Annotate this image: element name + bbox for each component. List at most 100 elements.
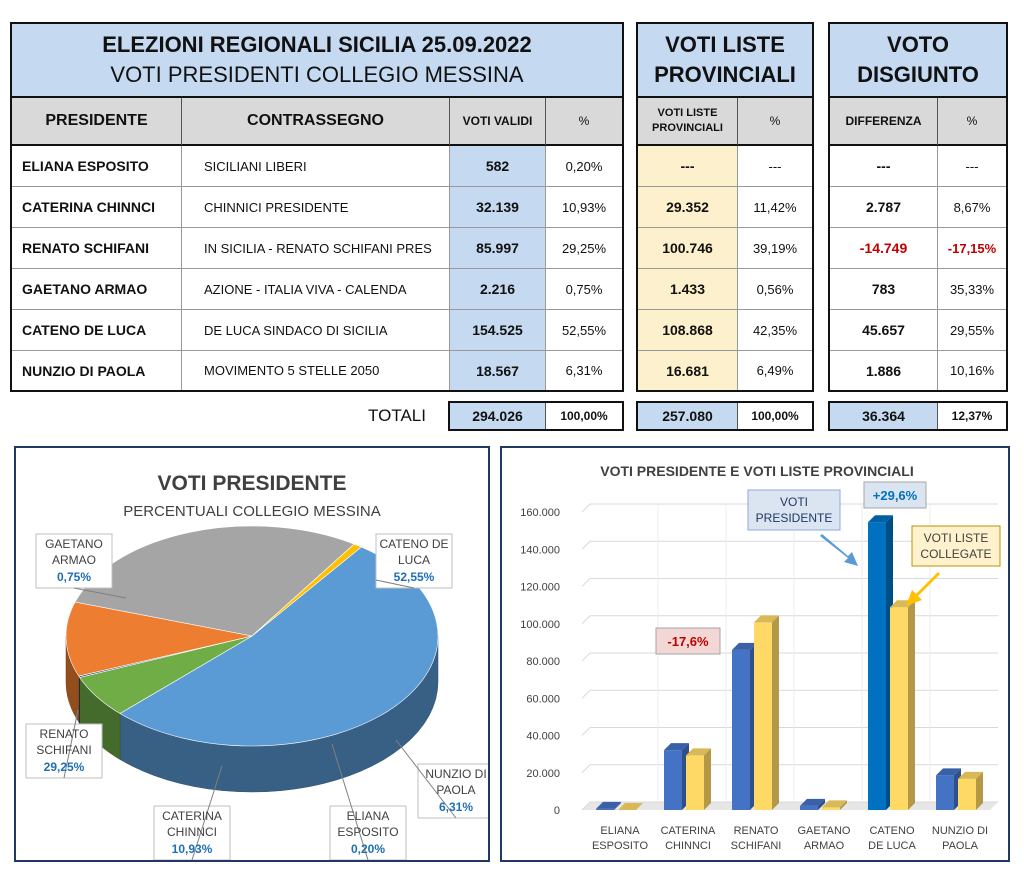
pie-data-label: CATENO DE LUCA 52,55% xyxy=(375,533,453,589)
bar-xtick-label: SCHIFANI xyxy=(731,840,782,852)
bar-voti-presidente-front xyxy=(936,775,954,810)
disgiunto-title-line1: VOTO xyxy=(887,32,949,57)
pie-label-name: NUNZIO DI xyxy=(425,767,486,781)
bar-voti-presidente-top xyxy=(800,798,825,806)
bar-voti-presidente-front xyxy=(732,649,750,810)
col-header-voti-liste: VOTI LISTE PROVINCIALI xyxy=(638,98,738,146)
bar-ytick-label: 40.000 xyxy=(526,731,560,743)
bar-xtick-label: ELIANA xyxy=(600,825,640,837)
bar-ytick-label: 160.000 xyxy=(520,507,560,519)
disgiunto-rows: --- --- 2.787 8,67% -14.749 -17,15% 783 35,33% 4… xyxy=(830,146,1006,390)
pie-subtitle: PERCENTUALI COLLEGIO MESSINA xyxy=(123,503,381,520)
bar-voti-presidente-side xyxy=(614,801,621,810)
bar-voti-presidente-front xyxy=(868,522,886,810)
row-voti-liste: 16.681 xyxy=(638,351,738,390)
pie-leader-line xyxy=(375,579,415,589)
bar-voti-liste-side xyxy=(976,771,983,810)
pie-label-name: RENATO xyxy=(40,727,89,741)
pie-data-label: CATERINA CHINNCI 10,93% xyxy=(153,765,231,861)
bar-voti-presidente xyxy=(732,642,757,810)
totals-label: TOTALI xyxy=(368,406,426,425)
bar-voti-liste-front xyxy=(890,607,908,810)
col-header-voti-liste-line1: VOTI LISTE xyxy=(657,107,718,119)
disgiunto-title-block: VOTO DISGIUNTO xyxy=(830,24,1006,98)
row-contrassegno: CHINNICI PRESIDENTE xyxy=(182,187,450,228)
col-header-diff-pct: % xyxy=(938,98,1006,146)
row-voti-liste: 29.352 xyxy=(638,187,738,228)
totals-disgiunto: 36.364 12,37% xyxy=(828,401,1008,431)
bar-chart-panel: VOTI PRESIDENTE E VOTI LISTE PROVINCIALI… xyxy=(500,446,1010,862)
bar-gridline-side xyxy=(581,652,591,662)
liste-title-line2: PROVINCIALI xyxy=(654,62,796,87)
bar-gridline-side xyxy=(581,615,591,625)
bar-voti-liste-side xyxy=(908,600,915,810)
row-presidente: RENATO SCHIFANI xyxy=(12,228,182,269)
bar-voti-liste xyxy=(822,800,847,810)
page-subtitle: VOTI PRESIDENTI COLLEGIO MESSINA xyxy=(110,62,524,87)
liste-table: VOTI LISTE PROVINCIALI VOTI LISTE PROVIN… xyxy=(636,22,814,392)
row-voti-validi: 85.997 xyxy=(450,228,546,269)
row-pct: 0,75% xyxy=(546,269,622,310)
total-liste-pct: 100,00% xyxy=(751,409,799,423)
row-differenza: 783 xyxy=(830,269,938,310)
bar-voti-presidente xyxy=(664,743,689,810)
pie-label-box xyxy=(153,805,231,861)
pie-label-name: ELIANA xyxy=(347,809,390,823)
row-voti-liste: 108.868 xyxy=(638,310,738,351)
bar-voti-liste-side xyxy=(704,748,711,810)
pie-label-name: ESPOSITO xyxy=(337,825,398,839)
row-contrassegno: SICILIANI LIBERI xyxy=(182,146,450,187)
pie-label-pct: 52,55% xyxy=(394,570,435,584)
pie-label-name: CATENO DE xyxy=(379,537,448,551)
pie-leader-line xyxy=(73,587,127,599)
row-liste-pct: 6,49% xyxy=(756,363,794,378)
row-presidente: GAETANO ARMAO xyxy=(12,269,182,310)
row-voti-validi: 154.525 xyxy=(450,310,546,351)
row-liste-pct: 11,42% xyxy=(738,187,812,228)
row-diff-pct: 10,16% xyxy=(949,363,995,378)
bar-gridline-side xyxy=(581,727,591,736)
pie-leader-line xyxy=(63,709,79,779)
pie-leader-line xyxy=(395,739,457,819)
col-header-differenza: DIFFERENZA xyxy=(830,98,938,146)
row-liste-pct: 39,19% xyxy=(738,228,812,269)
bar-gridline-side xyxy=(581,801,591,811)
pie-label-name: PAOLA xyxy=(436,783,475,797)
bar-voti-liste xyxy=(958,771,983,810)
bar-ytick-label: 60.000 xyxy=(526,693,560,705)
table-title-block: ELEZIONI REGIONALI SICILIA 25.09.2022 VO… xyxy=(12,24,622,98)
row-diff-pct: 35,33% xyxy=(938,269,1006,310)
bar-voti-liste-top xyxy=(754,615,779,623)
bar-voti-liste-front xyxy=(958,778,976,810)
disgiunto-table: VOTO DISGIUNTO DIFFERENZA % --- --- 2.787 8… xyxy=(828,22,1008,392)
bar-voti-liste xyxy=(890,600,915,810)
row-presidente: NUNZIO DI PAOLA xyxy=(12,351,182,390)
callout-voti-presidente: PRESIDENTE xyxy=(756,511,833,525)
row-voti-liste: 100.746 xyxy=(638,228,738,269)
pie-chart: VOTI PRESIDENTE PERCENTUALI COLLEGIO MES… xyxy=(25,472,495,861)
row-contrassegno: MOVIMENTO 5 STELLE 2050 xyxy=(182,351,450,390)
annotation-positive-box xyxy=(863,481,927,509)
pie-chart-panel: VOTI PRESIDENTE PERCENTUALI COLLEGIO MES… xyxy=(14,446,495,862)
bar-voti-liste-front xyxy=(686,755,704,810)
bar-xtick-label: GAETANO xyxy=(798,825,851,837)
bar-ytick-label: 120.000 xyxy=(520,582,560,594)
bar-voti-presidente xyxy=(596,801,621,810)
pie-slice xyxy=(251,543,362,637)
annotation-positive: +29,6% xyxy=(873,488,918,503)
bar-voti-presidente-front xyxy=(596,808,614,810)
col-header-presidente: PRESIDENTE xyxy=(12,98,182,146)
row-diff-pct: 29,55% xyxy=(938,310,1006,351)
pie-label-box xyxy=(417,763,495,819)
pie-label-name: ARMAO xyxy=(52,553,96,567)
bar-gridline-side xyxy=(581,503,591,513)
row-liste-pct: --- xyxy=(738,146,812,187)
row-differenza: 1.886 xyxy=(830,351,938,390)
bar-gridline-side xyxy=(581,578,591,587)
bar-voti-presidente xyxy=(936,768,961,810)
bar-voti-presidente-front xyxy=(664,750,682,810)
pie-label-box xyxy=(329,805,407,861)
row-liste-pct: 42,35% xyxy=(738,310,812,351)
row-voti-validi: 32.139 xyxy=(450,187,546,228)
row-voti-validi: 18.567 xyxy=(450,351,546,390)
